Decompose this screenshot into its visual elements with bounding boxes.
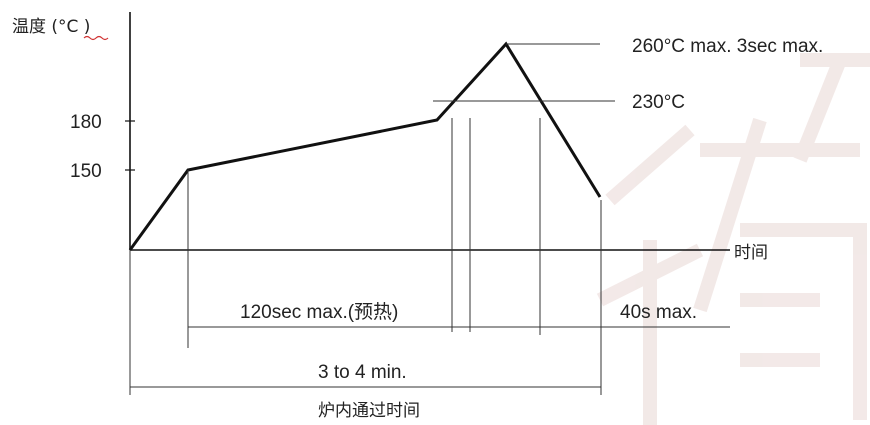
ytick-label-180: 180 [70, 112, 102, 133]
x-axis-label: 时间 [734, 243, 768, 263]
above-temp-annotation: 40s max. [620, 302, 697, 323]
total-label: 炉内通过时间 [318, 401, 420, 421]
total-annotation: 3 to 4 min. [318, 362, 407, 383]
watermark [596, 53, 870, 425]
spell-underline [83, 35, 109, 41]
reflow-annotation: 230°C [632, 92, 685, 113]
preheat-annotation: 120sec max.(预热) [240, 301, 398, 323]
profile-line [128, 41, 602, 251]
y-axis-label: 温度 (°C ) [12, 17, 90, 37]
peak-annotation: 260°C max. 3sec max. [632, 36, 823, 57]
ytick-label-150: 150 [70, 161, 102, 182]
